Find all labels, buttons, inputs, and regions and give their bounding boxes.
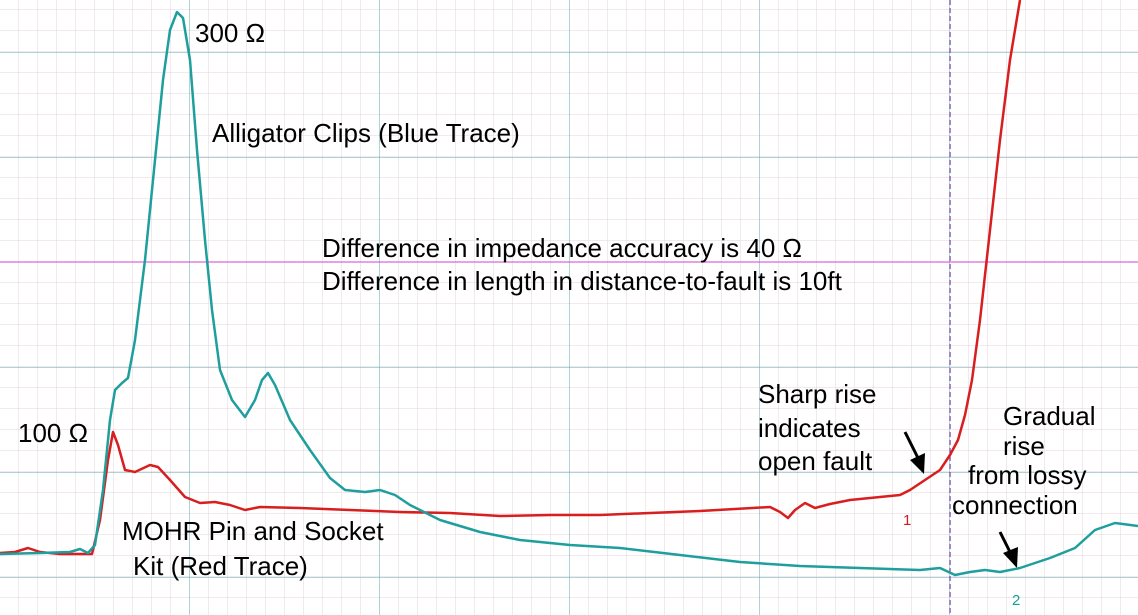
annotation: 100 Ω — [18, 418, 88, 448]
marker-label: 2 — [1012, 592, 1020, 609]
annotation: Difference in length in distance-to-faul… — [322, 266, 843, 296]
annotation: 300 Ω — [195, 18, 265, 48]
annotation: Sharp rise — [758, 379, 877, 409]
annotation: open fault — [758, 446, 873, 476]
arrows — [903, 431, 1018, 568]
annotation: indicates — [758, 413, 861, 443]
annotation: rise — [1003, 431, 1045, 461]
annotation: MOHR Pin and Socket — [122, 516, 384, 546]
marker-label: 1 — [903, 512, 911, 529]
annotation: from lossy — [968, 460, 1086, 490]
annotation: Gradual — [1003, 401, 1096, 431]
trace — [0, 10, 1138, 577]
trace — [0, 0, 1022, 556]
annotation: Alligator Clips (Blue Trace) — [212, 118, 520, 148]
annotation: Kit (Red Trace) — [133, 551, 308, 581]
annotation: connection — [952, 490, 1078, 520]
annotation: Difference in impedance accuracy is 40 Ω — [322, 233, 802, 263]
